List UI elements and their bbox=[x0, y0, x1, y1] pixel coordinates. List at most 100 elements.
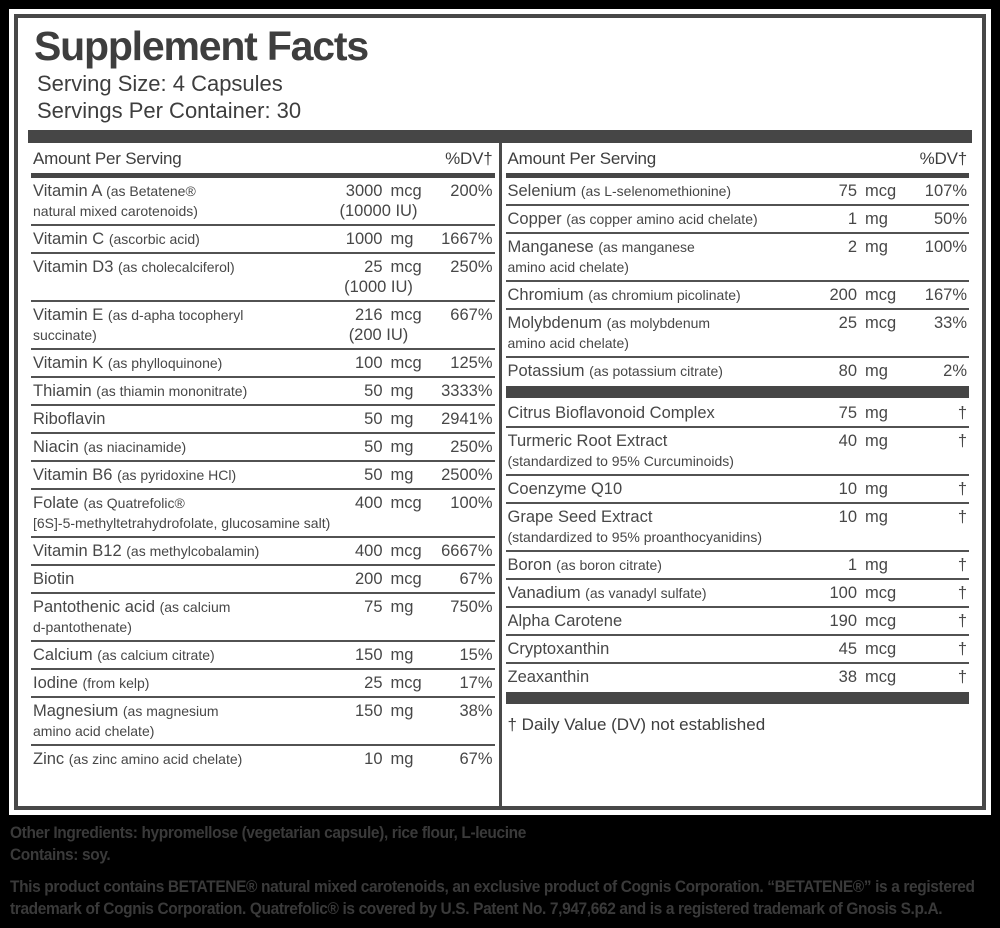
nutrient-name-main: Biotin bbox=[33, 570, 75, 588]
table-row: Zinc (as zinc amino acid chelate) 10 mg 67% bbox=[31, 744, 495, 772]
nutrient-name-note: (as cholecalciferol) bbox=[117, 259, 235, 275]
nutrient-name-note: (as niacinamide) bbox=[83, 439, 187, 455]
daily-value: 67% bbox=[459, 570, 493, 588]
nutrient-name-main: Thiamin bbox=[33, 382, 97, 400]
nutrient-name: [6S]-5-methyltetrahydrofolate, glucosami… bbox=[33, 513, 493, 533]
contains-text: Contains: soy. bbox=[10, 845, 111, 864]
nutrient-name: Copper (as copper amino acid chelate) bbox=[508, 209, 802, 229]
table-row: Vanadium (as vanadyl sulfate) 100 mcg † bbox=[505, 578, 969, 606]
nutrient-name-main: Cryptoxanthin bbox=[507, 640, 610, 658]
nutrient-name: Cryptoxanthin bbox=[508, 639, 802, 659]
table-row: Chromium (as chromium picolinate) 200 mcg 1… bbox=[505, 280, 969, 308]
nutrient-name: Manganese (as manganese bbox=[508, 237, 802, 257]
nutrient-name: Molybdenum (as molybdenum bbox=[508, 313, 802, 333]
amount-unit: mcg bbox=[865, 286, 897, 304]
table-row: Iodine (from kelp) 25 mcg 17% bbox=[31, 668, 495, 696]
serving-size-text: Serving Size: 4 Capsules bbox=[37, 71, 283, 96]
amount-value: 50 bbox=[364, 410, 383, 428]
column-divider bbox=[498, 143, 502, 806]
nutrient-name: Niacin (as niacinamide) bbox=[33, 437, 327, 457]
nutrient-name-main: Zeaxanthin bbox=[507, 668, 590, 686]
nutrient-name-main: Vitamin B12 bbox=[33, 542, 127, 560]
nutrient-name-note: amino acid chelate) bbox=[507, 335, 629, 351]
nutrient-name-note: (as calcium citrate) bbox=[97, 647, 215, 663]
amount-unit: mcg bbox=[865, 584, 897, 602]
nutrient-name-main: Boron bbox=[507, 556, 557, 574]
amount-unit: mcg bbox=[390, 258, 422, 276]
nutrient-name: (standardized to 95% proanthocyanidins) bbox=[508, 527, 968, 547]
daily-value: † bbox=[957, 480, 967, 498]
table-row: Pantothenic acid (as calcium d-pantothena… bbox=[31, 592, 495, 640]
panel-inner: Supplement Facts Serving Size: 4 Capsule… bbox=[18, 18, 982, 806]
nutrient-name: Calcium (as calcium citrate) bbox=[33, 645, 327, 665]
nutrient-name: Potassium (as potassium citrate) bbox=[508, 361, 802, 381]
nutrient-name-main: Vitamin A bbox=[33, 182, 107, 200]
amount-value: 150 bbox=[354, 646, 383, 664]
percent-dv-label: %DV† bbox=[445, 149, 493, 168]
nutrient-name: Vitamin B12 (as methylcobalamin) bbox=[33, 541, 327, 561]
left-column: Amount Per Serving %DV† Vitamin A (as Be… bbox=[28, 143, 498, 806]
amount-value: 400 bbox=[354, 542, 383, 560]
nutrient-name: Grape Seed Extract bbox=[508, 507, 802, 527]
daily-value: † bbox=[957, 640, 967, 658]
nutrient-name-main: Vitamin K bbox=[33, 354, 108, 372]
amount-unit: mcg bbox=[865, 668, 897, 686]
amount-unit: mg bbox=[390, 438, 414, 456]
nutrient-name-note: (as boron citrate) bbox=[556, 557, 662, 573]
nutrient-name: Biotin bbox=[33, 569, 327, 589]
nutrient-name-main: Alpha Carotene bbox=[507, 612, 623, 630]
nutrient-name: Chromium (as chromium picolinate) bbox=[508, 285, 802, 305]
daily-value: 38% bbox=[459, 702, 493, 720]
nutrient-name: Coenzyme Q10 bbox=[508, 479, 802, 499]
nutrient-name: Pantothenic acid (as calcium bbox=[33, 597, 327, 617]
nutrient-name: Vitamin A (as Betatene® bbox=[33, 181, 327, 201]
column-header: Amount Per Serving %DV† bbox=[506, 143, 970, 173]
amount-value: 200 bbox=[354, 570, 383, 588]
nutrient-name-main: Turmeric Root Extract bbox=[507, 432, 668, 450]
daily-value: 33% bbox=[933, 314, 967, 332]
amount-unit: mg bbox=[390, 382, 414, 400]
section-divider-bar bbox=[505, 692, 969, 704]
amount-value: 75 bbox=[838, 182, 857, 200]
amount-value: 10 bbox=[838, 480, 857, 498]
nutrient-name-note: (as potassium citrate) bbox=[589, 363, 723, 379]
amount-value: 216 bbox=[354, 306, 383, 324]
page-title: Supplement Facts bbox=[34, 23, 369, 69]
amount-value: 50 bbox=[364, 438, 383, 456]
table-row: Grape Seed Extract (standardized to 95% p… bbox=[505, 502, 969, 550]
nutrient-name: amino acid chelate) bbox=[508, 333, 802, 353]
nutrient-name-note: (as zinc amino acid chelate) bbox=[68, 751, 243, 767]
amount-value: 10 bbox=[364, 750, 383, 768]
daily-value: † bbox=[957, 432, 967, 450]
nutrient-name-main: Folate bbox=[33, 494, 84, 512]
daily-value: 100% bbox=[450, 494, 493, 512]
nutrient-name: Zinc (as zinc amino acid chelate) bbox=[33, 749, 327, 769]
daily-value: 750% bbox=[450, 598, 493, 616]
amount-value: 400 bbox=[354, 494, 383, 512]
nutrient-name-note: (as copper amino acid chelate) bbox=[566, 211, 758, 227]
nutrient-name-note: (standardized to 95% Curcuminoids) bbox=[507, 453, 734, 469]
amount-value: 190 bbox=[829, 612, 857, 630]
daily-value: 107% bbox=[924, 182, 967, 200]
nutrient-name-main: Grape Seed Extract bbox=[507, 508, 653, 526]
daily-value: 15% bbox=[459, 646, 493, 664]
section-divider-bar bbox=[505, 386, 969, 398]
nutrient-name: Zeaxanthin bbox=[508, 667, 802, 687]
nutrient-name-note: (standardized to 95% proanthocyanidins) bbox=[507, 529, 763, 545]
nutrient-name-main: Vitamin C bbox=[33, 230, 109, 248]
nutrient-name-note: amino acid chelate) bbox=[33, 723, 155, 739]
nutrient-name-note: (as chromium picolinate) bbox=[588, 287, 741, 303]
nutrient-name: Alpha Carotene bbox=[508, 611, 802, 631]
nutrient-name-note: (as phylloquinone) bbox=[107, 355, 223, 371]
amount-unit: mg bbox=[390, 646, 414, 664]
amount-value: 75 bbox=[838, 404, 857, 422]
nutrient-name: Selenium (as L-selenomethionine) bbox=[508, 181, 802, 201]
amount-value: 150 bbox=[354, 702, 383, 720]
daily-value: 2500% bbox=[441, 466, 493, 484]
amount-unit: mcg bbox=[390, 674, 422, 692]
nutrient-name-main: Pantothenic acid bbox=[33, 598, 160, 616]
header-underline-bar bbox=[31, 173, 495, 178]
table-row: Riboflavin 50 mg 2941% bbox=[31, 404, 495, 432]
nutrient-name-main: Vanadium bbox=[507, 584, 586, 602]
table-row: Turmeric Root Extract (standardized to 95… bbox=[505, 426, 969, 474]
